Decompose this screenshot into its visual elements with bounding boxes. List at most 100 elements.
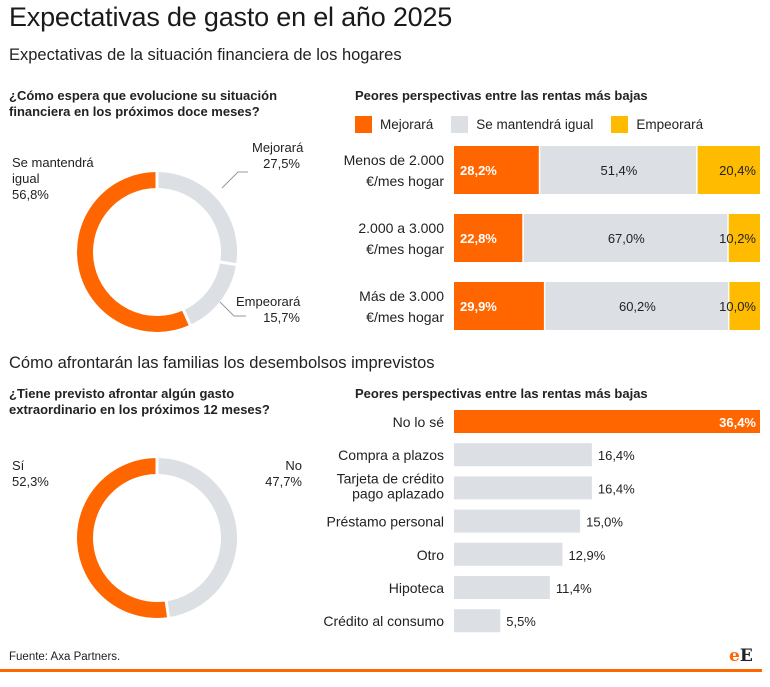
donut2-label-no: No 47,7%	[262, 458, 302, 490]
donut1-slice-mantendra	[77, 172, 191, 332]
section1-question-line1: ¿Cómo espera que evolucione su situación	[9, 88, 278, 103]
legend-item-empeorara: Empeorará	[611, 116, 703, 133]
bar-category-label: pago aplazado	[352, 485, 444, 501]
donut1-label-mantendra-line1: Se mantendrá	[12, 155, 94, 170]
donut-chart-gasto	[77, 457, 237, 619]
stacked-data-label-mantendra: 51,4%	[600, 163, 637, 178]
bar-data-label: 11,4%	[556, 581, 592, 596]
bottom-rule	[0, 669, 762, 672]
donut2-label-si: Sí 52,3%	[12, 458, 49, 490]
bar-category-label: Crédito al consumo	[323, 613, 444, 629]
donut2-value-no: 47,7%	[265, 474, 302, 489]
logo: eE	[729, 646, 753, 666]
bar-data-label: 16,4%	[598, 481, 635, 496]
stacked-category-label: €/mes hogar	[366, 173, 444, 189]
stacked-category-label: €/mes hogar	[366, 309, 444, 325]
stacked-data-label-empeorara: 10,0%	[719, 299, 756, 314]
stacked-bar-mantendra	[523, 214, 728, 262]
donut1-value-empeorara: 15,7%	[263, 310, 300, 325]
stacked-bar-empeorara	[729, 282, 760, 330]
legend-item-mantendra: Se mantendrá igual	[451, 116, 593, 133]
stacked-data-label-mejorara: 22,8%	[460, 231, 497, 246]
legend-swatch-gray	[451, 116, 469, 133]
stacked-category-label: €/mes hogar	[366, 241, 444, 257]
stacked-bar-mantendra	[540, 146, 697, 194]
donut1-label-empeorara-name: Empeorará	[236, 294, 301, 309]
donut1-label-mantendra: Se mantendrá igual 56,8%	[12, 155, 94, 203]
bar-category-label: Hipoteca	[389, 580, 444, 596]
source-note: Fuente: Axa Partners.	[9, 651, 121, 663]
section2-subhead: Peores perspectivas entre las rentas más…	[355, 386, 648, 401]
bar-chart-desembolsos: 36,4% No lo sé 16,4% Compra a plazos 16,4% Ta…	[323, 410, 760, 633]
bar	[454, 410, 760, 433]
donut1-label-empeorara: Empeorará 15,7%	[236, 294, 300, 326]
section1-title: Expectativas de la situación financiera …	[9, 46, 402, 64]
donut2-value-si: 52,3%	[12, 474, 49, 489]
bar-data-label: 12,9%	[568, 548, 605, 563]
donut2-slice-no	[156, 458, 237, 618]
bar-category-label: Préstamo personal	[326, 514, 444, 530]
stacked-bar-chart: 28,2% 51,4% 20,4% Menos de 2.000 €/mes hogar…	[344, 146, 760, 330]
bar-data-label: 15,0%	[586, 515, 623, 530]
bar	[454, 609, 501, 633]
bar-data-label: 16,4%	[598, 448, 635, 463]
stacked-data-label-mejorara: 28,2%	[460, 163, 497, 178]
leader-line-mejorara	[221, 171, 248, 189]
section1-question: ¿Cómo espera que evolucione su situación…	[9, 88, 277, 120]
stacked-bar-mantendra	[545, 282, 728, 330]
section2-title: Cómo afrontarán las familias los desembo…	[9, 354, 435, 372]
donut1-slice-mejorara	[156, 172, 237, 265]
donut1-label-mantendra-line2: igual	[12, 171, 40, 186]
donut2-slice-si	[77, 458, 169, 618]
bar-category-label: Compra a plazos	[338, 447, 444, 463]
leader-line-empeorara	[219, 301, 246, 317]
donut1-slice-empeorara	[183, 261, 237, 325]
legend-label-empeorara: Empeorará	[636, 117, 704, 132]
donut1-leader-lines	[219, 171, 248, 317]
donut1-separator	[181, 308, 192, 327]
donut2-label-no-name: No	[285, 458, 302, 473]
bar	[454, 576, 550, 599]
stacked-data-label-empeorara: 20,4%	[719, 163, 756, 178]
legend-label-mejorara: Mejorará	[380, 117, 434, 132]
stacked-bar-mejorara	[454, 214, 523, 262]
stacked-category-label: Menos de 2.000	[344, 152, 445, 168]
logo-E: E	[739, 646, 753, 666]
legend-swatch-yellow	[611, 116, 629, 133]
logo-e: e	[729, 646, 740, 666]
legend-item-mejorara: Mejorará	[355, 116, 433, 133]
page-title: Expectativas de gasto en el año 2025	[9, 2, 453, 32]
legend-label-mantendra: Se mantendrá igual	[476, 117, 594, 132]
bar	[454, 443, 592, 467]
section2-question: ¿Tiene previsto afrontar algún gasto ext…	[9, 386, 270, 418]
stacked-bar-empeorara	[697, 146, 760, 194]
legend: Mejorará Se mantendrá igual Empeorará	[355, 116, 721, 133]
bar	[454, 509, 581, 533]
stacked-data-label-empeorara: 10,2%	[719, 231, 756, 246]
donut1-label-mejorara: Mejorará 27,5%	[252, 140, 304, 172]
bar-category-label: Tarjeta de crédito	[337, 470, 445, 486]
bar-category-label: No lo sé	[393, 414, 445, 430]
section2-question-line1: ¿Tiene previsto afrontar algún gasto	[9, 386, 235, 401]
legend-swatch-orange	[355, 116, 372, 133]
stacked-bar-empeorara	[728, 214, 760, 262]
stacked-category-label: Más de 3.000	[359, 288, 444, 304]
bar-data-label: 5,5%	[506, 614, 536, 629]
section1-question-line2: financiera en los próximos doce meses?	[9, 104, 260, 119]
donut2-separator	[164, 600, 171, 619]
bar	[454, 542, 563, 566]
bar	[454, 476, 592, 500]
stacked-data-label-mantendra: 60,2%	[619, 299, 656, 314]
donut1-label-mejorara-name: Mejorará	[252, 140, 304, 155]
stacked-bar-mejorara	[454, 146, 539, 194]
stacked-bar-mejorara	[454, 282, 544, 330]
section2-question-line2: extraordinario en los próximos 12 meses?	[9, 402, 270, 417]
bar-data-label: 36,4%	[719, 415, 756, 430]
section1-subhead: Peores perspectivas entre las rentas más…	[355, 88, 648, 103]
stacked-data-label-mejorara: 29,9%	[460, 299, 497, 314]
donut1-separator	[218, 260, 238, 267]
bar-category-label: Otro	[417, 547, 444, 563]
donut1-value-mejorara: 27,5%	[263, 156, 300, 171]
stacked-data-label-mantendra: 67,0%	[608, 231, 645, 246]
